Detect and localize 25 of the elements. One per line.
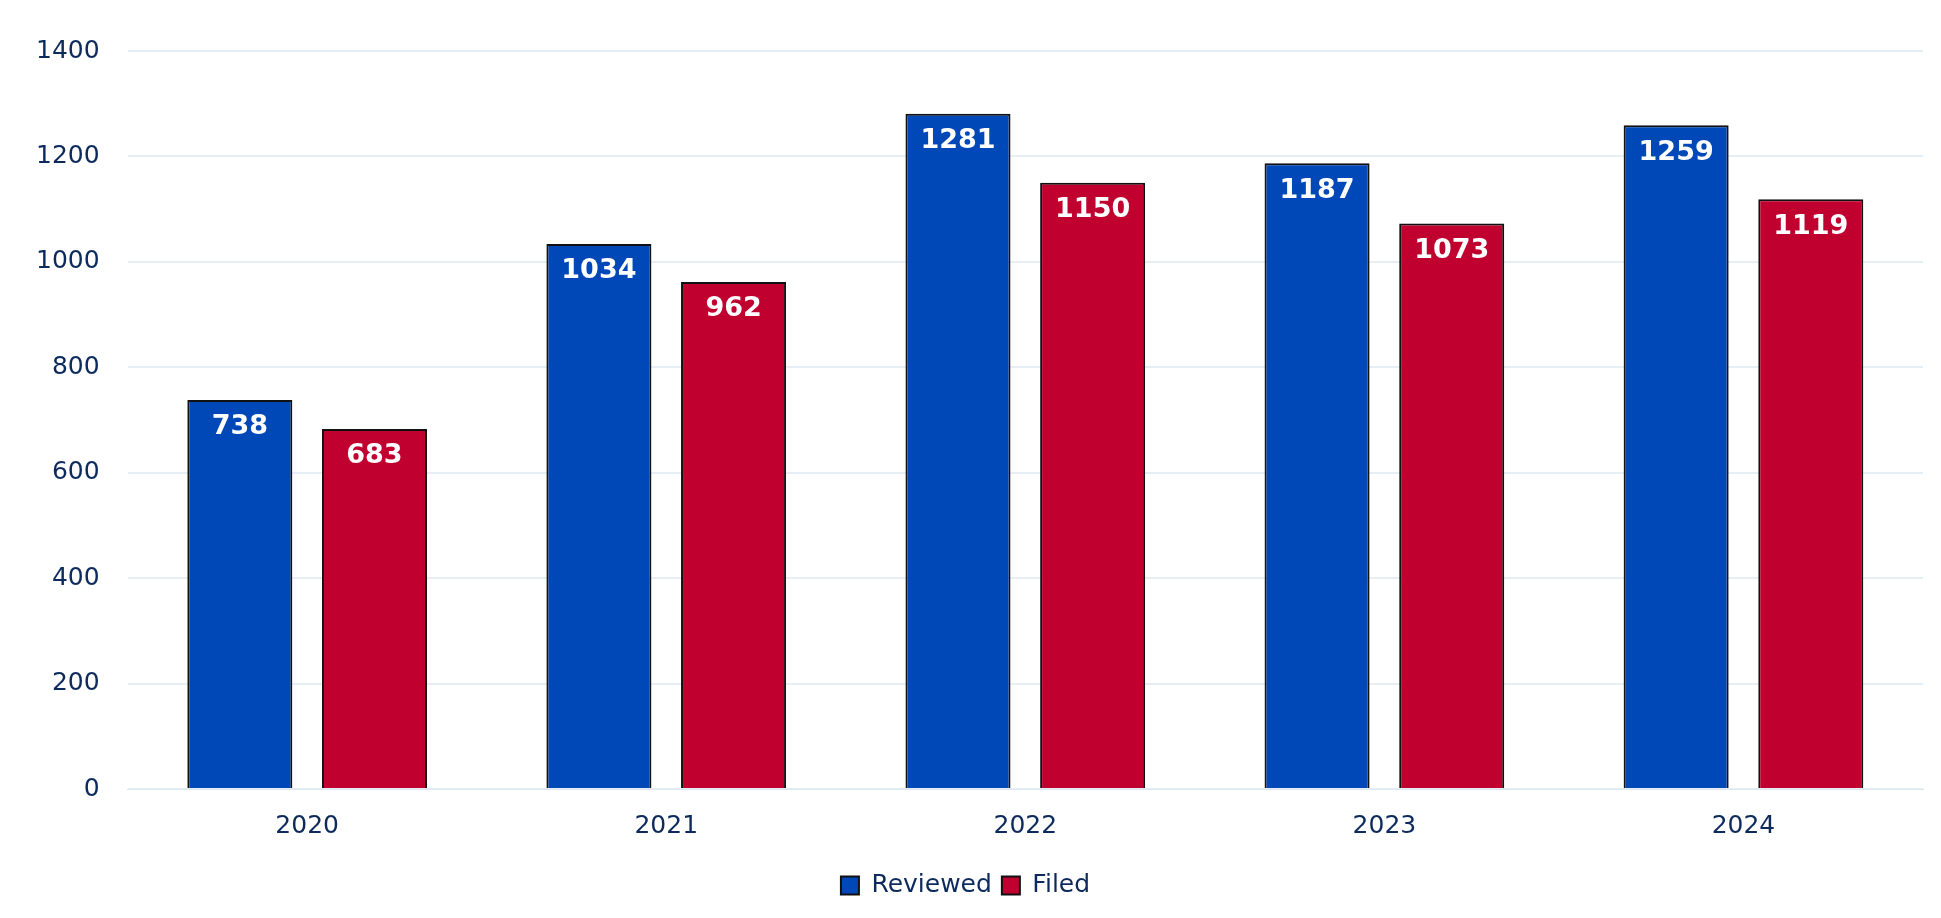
x-tick-label: 2023 — [1352, 809, 1417, 839]
data-label: 738 — [211, 409, 269, 441]
data-label: 962 — [705, 291, 762, 323]
data-label: 1119 — [1773, 208, 1849, 240]
y-tick-label: 400 — [51, 561, 100, 591]
y-tick-label: 200 — [51, 667, 100, 697]
x-tick-label: 2020 — [275, 809, 339, 839]
data-label: 1073 — [1414, 232, 1490, 264]
data-label: 1259 — [1638, 134, 1714, 166]
x-tick-label: 2022 — [993, 809, 1058, 839]
data-label: 1187 — [1279, 172, 1355, 204]
data-label: 1281 — [920, 123, 996, 155]
y-tick-label: 600 — [51, 456, 100, 486]
data-label: 1034 — [561, 253, 637, 285]
y-tick-label: 0 — [83, 772, 100, 802]
y-tick-label: 800 — [51, 350, 100, 380]
data-label: 683 — [346, 438, 403, 470]
legend-label: Filed — [1032, 869, 1091, 898]
x-tick-label: 2024 — [1711, 809, 1776, 839]
legend-label: Reviewed — [871, 869, 992, 898]
x-tick-label: 2021 — [634, 809, 699, 839]
y-tick-label: 1200 — [36, 139, 100, 169]
y-tick-label: 1000 — [36, 245, 100, 275]
data-label: 1150 — [1055, 192, 1131, 224]
y-tick-label: 1400 — [36, 34, 100, 64]
